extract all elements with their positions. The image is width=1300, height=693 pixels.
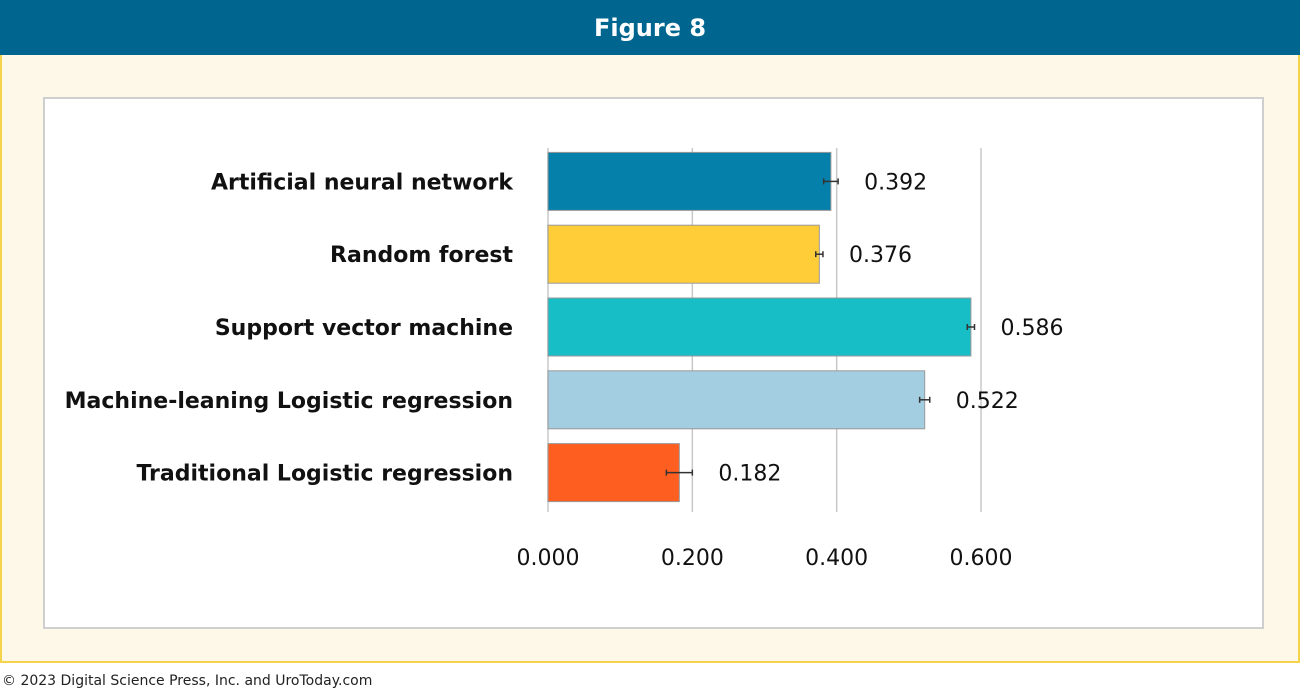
error-bar	[966, 324, 976, 330]
bar	[547, 443, 680, 503]
error-bar	[822, 178, 839, 185]
bar	[547, 370, 926, 430]
y-tick-label: Machine-leaning Logistic regression	[65, 389, 513, 414]
bar	[547, 224, 820, 284]
x-tick-label: 0.200	[661, 546, 724, 571]
value-label: 0.376	[849, 243, 912, 268]
error-bar	[665, 469, 694, 476]
figure-header: Figure 8	[0, 0, 1300, 55]
x-tick-label: 0.600	[950, 546, 1013, 571]
copyright: © 2023 Digital Science Press, Inc. and U…	[2, 673, 373, 689]
x-tick-label: 0.400	[805, 546, 868, 571]
error-bar	[918, 396, 931, 403]
error-bar	[814, 251, 824, 258]
bar	[547, 151, 832, 211]
value-label: 0.392	[864, 170, 927, 195]
y-tick-label: Traditional Logistic regression	[136, 462, 513, 487]
y-tick-label: Support vector machine	[215, 316, 513, 341]
bar	[547, 297, 972, 357]
value-label: 0.182	[718, 462, 781, 487]
y-tick-label: Artificial neural network	[211, 170, 514, 195]
x-tick-label: 0.000	[517, 546, 580, 571]
y-tick-label: Random forest	[330, 243, 513, 268]
value-label: 0.522	[956, 389, 1019, 414]
value-label: 0.586	[1001, 316, 1064, 341]
